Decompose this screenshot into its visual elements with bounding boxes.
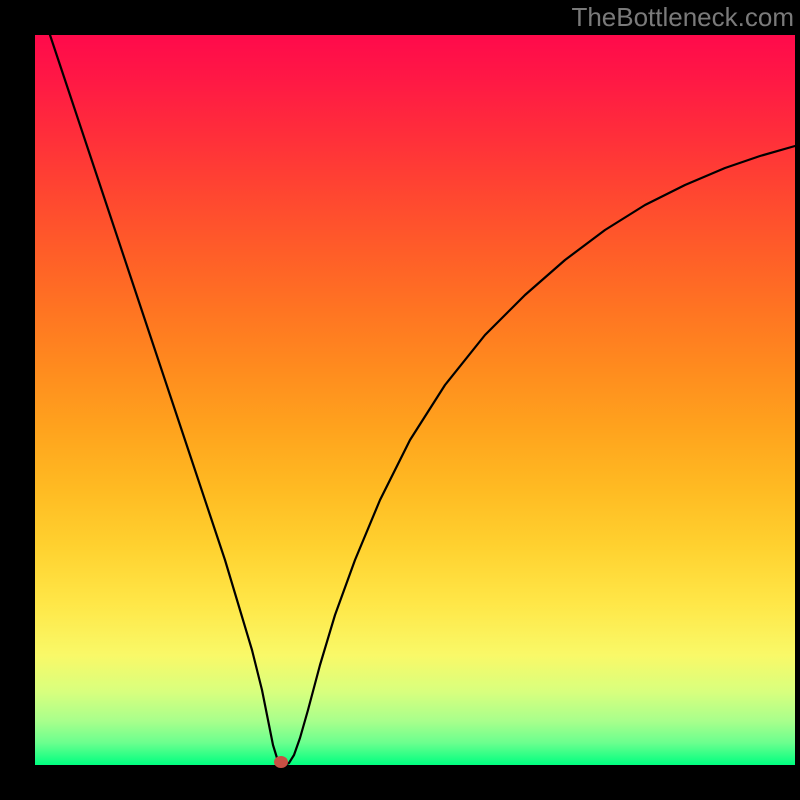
minimum-marker	[274, 756, 288, 768]
watermark-text: TheBottleneck.com	[571, 2, 794, 33]
curve-layer	[0, 0, 800, 800]
chart-container: TheBottleneck.com	[0, 0, 800, 800]
bottleneck-curve	[50, 35, 795, 765]
